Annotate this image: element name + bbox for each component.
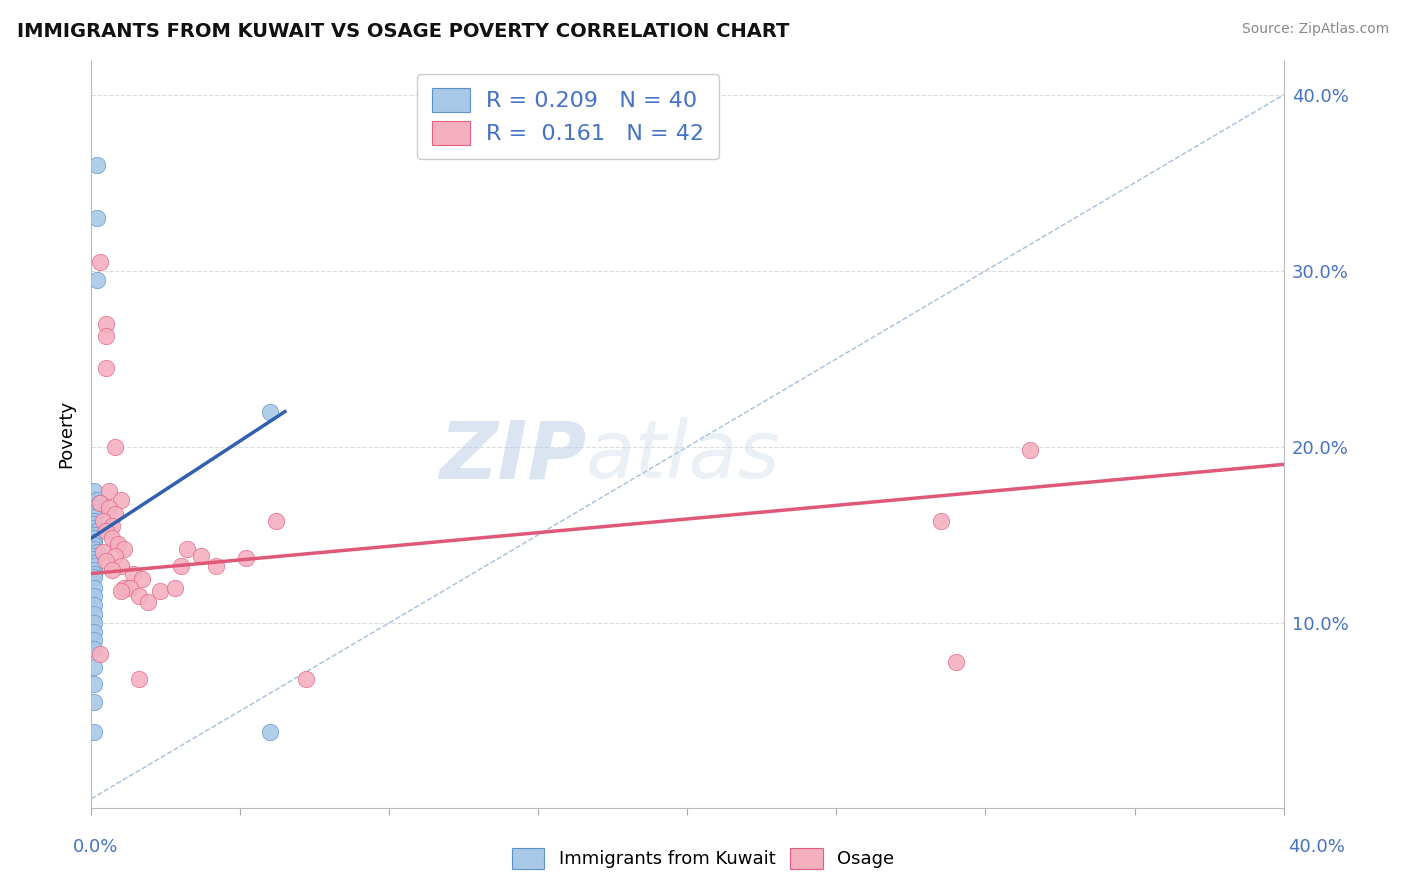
Point: [86, 505, 108, 519]
Point: [83, 501, 105, 516]
Point: [98, 483, 121, 498]
Point: [83, 570, 105, 584]
Point: [83, 633, 105, 648]
Point: [110, 584, 132, 599]
Point: [945, 655, 967, 669]
Point: [94, 554, 117, 568]
Point: [101, 563, 124, 577]
Point: [83, 566, 105, 581]
Point: [91, 545, 114, 559]
Point: [83, 695, 105, 709]
Point: [83, 549, 105, 563]
Point: [83, 521, 105, 535]
Point: [104, 549, 127, 563]
Point: [1019, 443, 1042, 458]
Point: [259, 725, 281, 739]
Point: [118, 581, 141, 595]
Point: [94, 360, 117, 375]
Point: [235, 550, 257, 565]
Point: [89, 255, 111, 269]
Point: [131, 572, 153, 586]
Point: [83, 534, 105, 549]
Point: [163, 581, 186, 595]
Point: [86, 211, 108, 225]
Point: [83, 615, 105, 630]
Text: Source: ZipAtlas.com: Source: ZipAtlas.com: [1241, 22, 1389, 37]
Point: [929, 514, 952, 528]
Point: [86, 158, 108, 172]
Point: [259, 404, 281, 418]
Point: [112, 581, 135, 595]
Legend: R = 0.209   N = 40, R =  0.161   N = 42: R = 0.209 N = 40, R = 0.161 N = 42: [418, 74, 718, 160]
Point: [104, 507, 127, 521]
Point: [83, 559, 105, 574]
Point: [101, 532, 124, 546]
Point: [83, 517, 105, 532]
Point: [264, 514, 287, 528]
Point: [107, 536, 129, 550]
Point: [83, 590, 105, 604]
Point: [89, 648, 111, 662]
Point: [83, 581, 105, 595]
Point: [83, 538, 105, 552]
Point: [86, 492, 108, 507]
Point: [104, 440, 127, 454]
Point: [83, 624, 105, 639]
Text: IMMIGRANTS FROM KUWAIT VS OSAGE POVERTY CORRELATION CHART: IMMIGRANTS FROM KUWAIT VS OSAGE POVERTY …: [17, 22, 789, 41]
Point: [94, 317, 117, 331]
Point: [83, 528, 105, 542]
Point: [83, 552, 105, 566]
Point: [83, 514, 105, 528]
Point: [101, 519, 124, 533]
Point: [83, 642, 105, 657]
Point: [169, 559, 191, 574]
Point: [98, 501, 121, 516]
Point: [110, 492, 132, 507]
Point: [86, 524, 108, 539]
Point: [86, 272, 108, 286]
Point: [294, 672, 316, 686]
Point: [128, 672, 150, 686]
Point: [83, 607, 105, 621]
Point: [176, 541, 198, 556]
Point: [205, 559, 228, 574]
Point: [83, 510, 105, 524]
Point: [86, 545, 108, 559]
Point: [83, 532, 105, 546]
Point: [94, 329, 117, 343]
Point: [91, 514, 114, 528]
Text: ZIP: ZIP: [439, 417, 586, 495]
Point: [149, 584, 172, 599]
Point: [83, 725, 105, 739]
Point: [110, 559, 132, 574]
Legend: Immigrants from Kuwait, Osage: Immigrants from Kuwait, Osage: [505, 840, 901, 876]
Text: 0.0%: 0.0%: [73, 838, 118, 855]
Point: [89, 496, 111, 510]
Text: 40.0%: 40.0%: [1288, 838, 1344, 855]
Point: [128, 590, 150, 604]
Point: [83, 483, 105, 498]
Point: [83, 563, 105, 577]
Point: [190, 549, 212, 563]
Point: [83, 660, 105, 674]
Point: [83, 556, 105, 570]
Point: [83, 598, 105, 612]
Point: [136, 595, 159, 609]
Point: [112, 541, 135, 556]
Point: [94, 524, 117, 539]
Point: [83, 677, 105, 691]
Point: [122, 566, 145, 581]
Point: [83, 541, 105, 556]
Y-axis label: Poverty: Poverty: [58, 400, 75, 467]
Point: [89, 496, 111, 510]
Text: atlas: atlas: [586, 417, 780, 495]
